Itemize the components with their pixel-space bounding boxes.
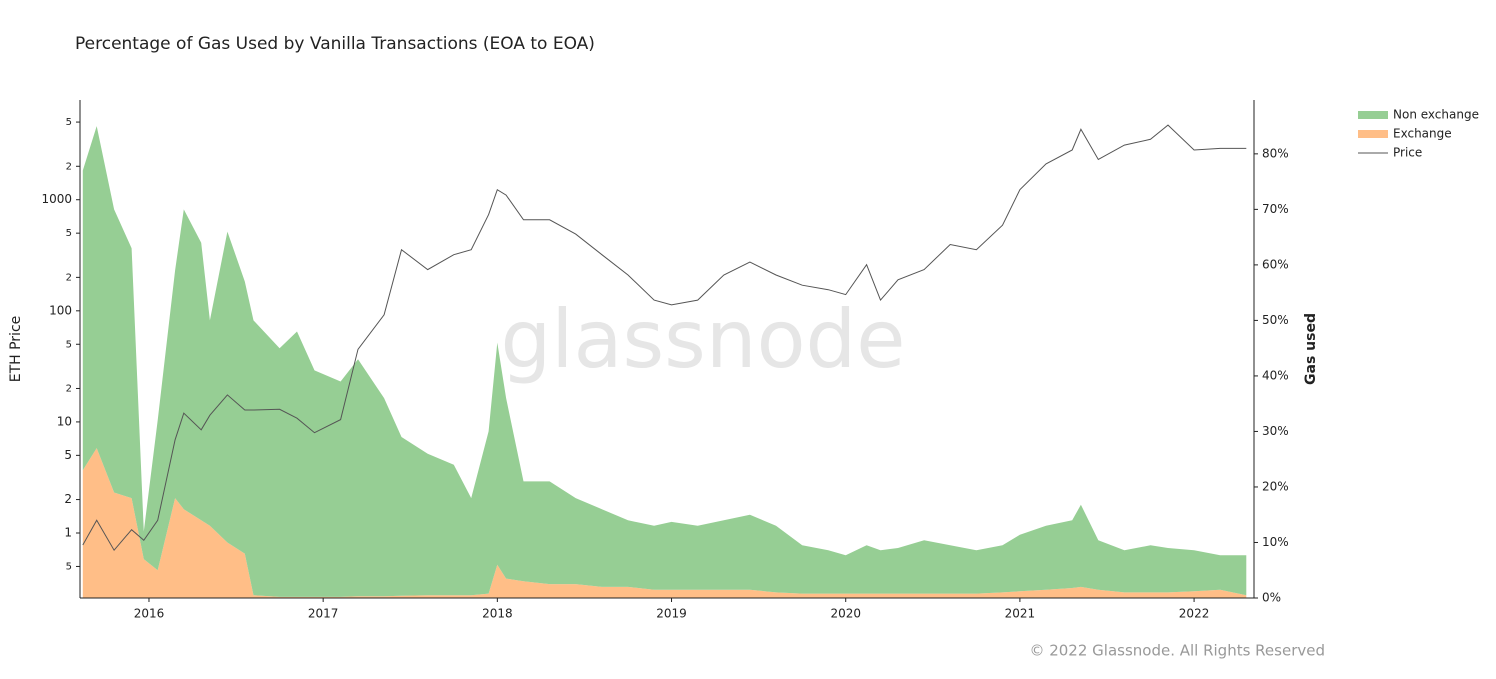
legend-swatch [1358, 130, 1388, 138]
y2-tick-label: 70% [1262, 202, 1289, 216]
y2-tick-label: 50% [1262, 313, 1289, 327]
y-tick-label: 2 [64, 492, 72, 506]
plot-area [82, 124, 1247, 598]
y-tick-label: 2 [66, 272, 72, 283]
x-tick-label: 2021 [1005, 607, 1036, 621]
x-tick-label: 2016 [134, 607, 165, 621]
chart-title: Percentage of Gas Used by Vanilla Transa… [75, 34, 595, 54]
area [82, 126, 1247, 597]
x-tick-label: 2018 [482, 607, 513, 621]
y-tick-label: 2 [66, 383, 72, 394]
x-tick-label: 2019 [656, 607, 687, 621]
y-tick-label: 1 [64, 526, 72, 540]
watermark: glassnode [500, 293, 905, 386]
x-tick-label: 2017 [308, 607, 339, 621]
y-axis-label: ETH Price [8, 316, 24, 383]
legend-swatch [1358, 111, 1388, 119]
y2-tick-label: 0% [1262, 591, 1281, 605]
y-tick-label: 1000 [41, 192, 72, 206]
y-tick-label: 5 [64, 448, 72, 462]
y2-tick-label: 60% [1262, 257, 1289, 271]
x-tick-label: 2020 [830, 607, 861, 621]
y2-tick-label: 40% [1262, 368, 1289, 382]
y2-tick-label: 20% [1262, 479, 1289, 493]
legend-label: Non exchange [1393, 108, 1479, 122]
y-tick-label: 10 [57, 414, 72, 428]
price-line [82, 124, 1247, 552]
y2-axis-label: Gas used [1303, 313, 1319, 385]
y-tick-label: 100 [49, 303, 72, 317]
y-tick-label: 5 [66, 561, 72, 572]
y-tick-label: 5 [66, 228, 72, 239]
y-tick-label: 5 [66, 117, 72, 128]
y2-tick-label: 30% [1262, 424, 1289, 438]
y2-tick-label: 80% [1262, 146, 1289, 160]
x-tick-label: 2022 [1179, 607, 1210, 621]
legend-label: Price [1393, 146, 1422, 160]
legend-label: Exchange [1393, 127, 1452, 141]
y-tick-label: 2 [66, 161, 72, 172]
y2-tick-label: 10% [1262, 535, 1289, 549]
y-tick-label: 5 [66, 339, 72, 350]
area [82, 448, 1247, 598]
footer: © 2022 Glassnode. All Rights Reserved [1029, 642, 1325, 660]
